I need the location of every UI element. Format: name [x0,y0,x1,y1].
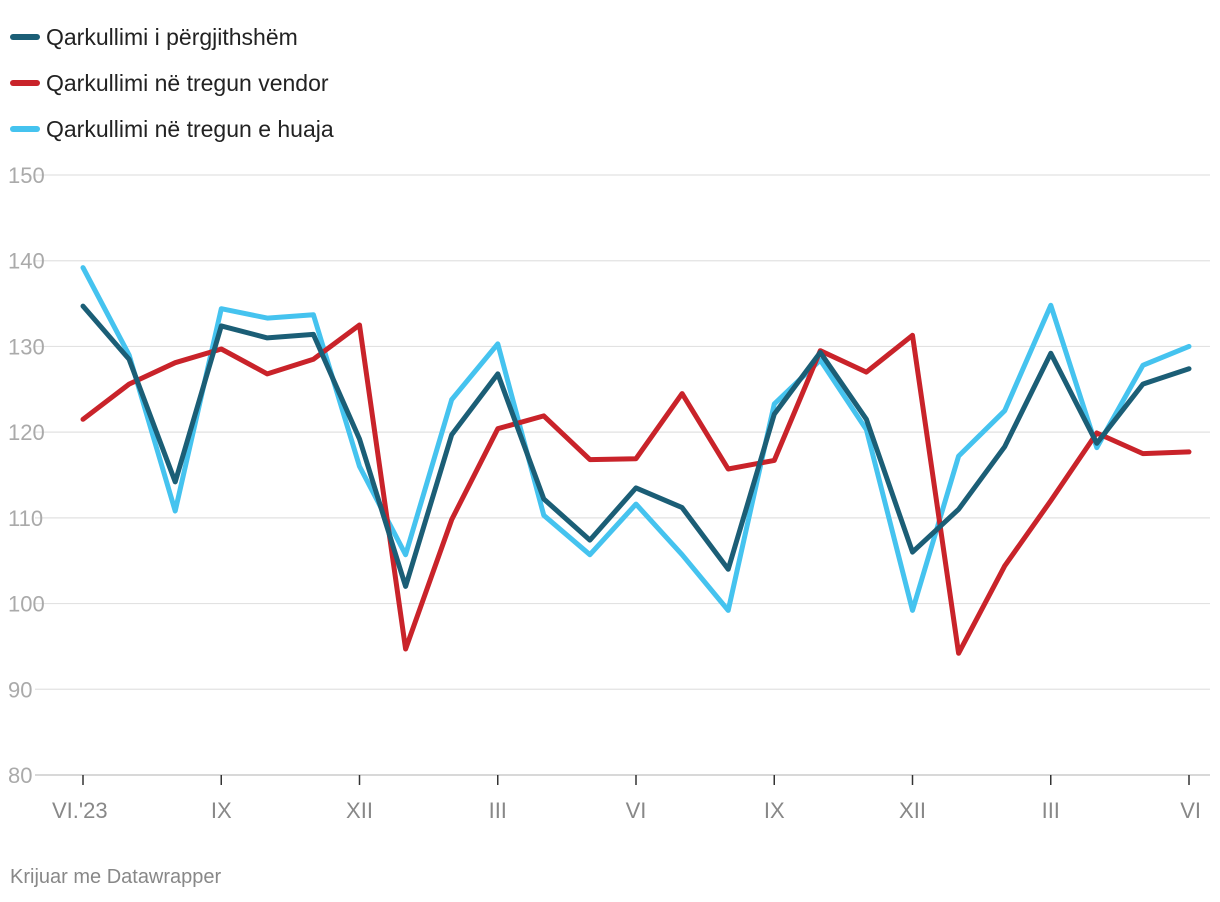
series-line-1 [80,322,1192,656]
x-tick-label: XII [899,798,926,823]
x-tick-label: VI [1180,798,1201,823]
y-tick-label: 120 [8,420,45,445]
legend-swatch-domestic [10,80,40,86]
y-tick-label: 110 [8,506,43,531]
y-tick-label: 130 [8,334,45,359]
legend-item-foreign: Qarkullimi në tregun e huaja [10,106,334,152]
legend-item-domestic: Qarkullimi në tregun vendor [10,60,334,106]
legend-item-total: Qarkullimi i përgjithshëm [10,14,334,60]
y-tick-label: 140 [8,249,45,274]
legend-label-total: Qarkullimi i përgjithshëm [46,23,298,50]
legend: Qarkullimi i përgjithshëm Qarkullimi në … [10,14,334,152]
x-tick-label: VI [626,798,647,823]
y-tick-label: 100 [8,592,45,617]
footer-credit: Krijuar me Datawrapper [10,866,222,888]
x-tick-label: XII [346,798,373,823]
legend-label-domestic: Qarkullimi në tregun vendor [46,69,329,96]
x-tick-label: IX [211,798,232,823]
y-tick-label: 80 [8,763,32,788]
legend-label-foreign: Qarkullimi në tregun e huaja [46,115,334,142]
legend-swatch-foreign [10,126,40,132]
x-tick-label: IX [764,798,785,823]
x-tick-label: VI.'23 [52,798,108,823]
series-line-2 [80,303,1192,589]
legend-swatch-total [10,34,40,40]
x-tick-label: III [489,798,507,823]
y-tick-label: 150 [8,163,45,188]
y-tick-label: 90 [8,677,32,702]
x-tick-label: III [1042,798,1060,823]
series-line-0 [80,265,1192,613]
